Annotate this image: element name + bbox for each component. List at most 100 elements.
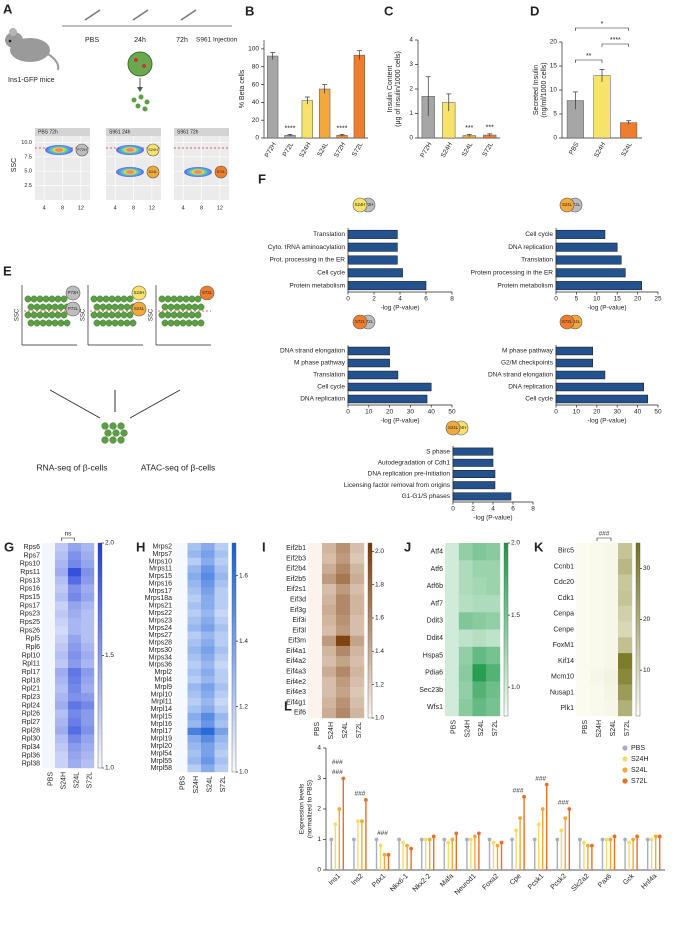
- heatmap-cell: [458, 594, 473, 613]
- heatmap-cell: [42, 568, 56, 577]
- colorbar-step: [368, 613, 372, 618]
- axis-label: Secreted Insulin: [533, 65, 540, 115]
- row-label: Eif4a3: [286, 669, 306, 676]
- heatmap-cell: [576, 684, 591, 701]
- heatmap-cell: [214, 668, 229, 677]
- dot: [567, 807, 572, 811]
- x-tick-label: Slc2a2: [571, 873, 591, 893]
- heatmap-cell: [576, 558, 591, 575]
- heatmap-cell: [187, 764, 202, 773]
- heatmap-cell: [201, 735, 215, 743]
- heatmap-cell: [187, 757, 202, 765]
- y-tick-label: 10: [550, 87, 558, 94]
- colorbar-step: [232, 571, 236, 578]
- x-tick-label: 8: [61, 205, 64, 211]
- colorbar-step: [636, 685, 640, 691]
- row-label: Eif2b3: [286, 555, 306, 562]
- heatmap-cell: [214, 727, 229, 736]
- row-label: Rpl38: [22, 761, 40, 768]
- heatmap-cell: [81, 626, 95, 635]
- flow-density: [126, 148, 134, 152]
- panel-letter: C: [384, 3, 394, 18]
- heatmap-cell: [576, 543, 591, 559]
- cell-drawing: [114, 295, 122, 303]
- colorbar-step: [504, 672, 508, 678]
- column-label: S24H: [328, 722, 335, 740]
- colorbar-step: [368, 608, 372, 614]
- heatmap-cell: [187, 572, 202, 581]
- label: S961 Injection: [196, 37, 238, 44]
- stem: [455, 833, 457, 870]
- heatmap-cell: [201, 653, 215, 662]
- heatmap-cell: [187, 705, 202, 714]
- heatmap-cell: [68, 659, 82, 669]
- row-label: Mrpl58: [151, 765, 173, 772]
- heatmap-cell: [458, 629, 473, 647]
- x-tick-label: 0: [554, 409, 558, 416]
- x-tick-label: 8: [531, 506, 535, 513]
- colorbar-step: [98, 638, 102, 645]
- row-label: Eif2b1: [286, 545, 306, 552]
- cell-drawing: [111, 319, 119, 327]
- colorbar-step: [636, 698, 640, 704]
- colorbar-step: [368, 713, 372, 719]
- axis-label: -log (P-value): [380, 305, 419, 312]
- heatmap-cell: [187, 646, 202, 655]
- term-label: Protein metabolism: [289, 282, 345, 289]
- row-label: Birc5: [558, 548, 574, 555]
- heatmap-cell: [486, 664, 501, 682]
- colorbar-step: [232, 554, 236, 561]
- colorbar-step: [368, 704, 372, 710]
- dot: [360, 819, 364, 824]
- dot: [397, 837, 401, 842]
- colorbar-step: [368, 652, 372, 658]
- colorbar-step: [98, 649, 102, 656]
- heatmap-cell: [322, 553, 337, 564]
- axis-label: SSC: [81, 308, 87, 321]
- colorbar-step: [504, 681, 508, 687]
- row-label: Mrps22: [149, 610, 172, 617]
- column-label: S72L: [220, 776, 227, 792]
- colorbar-step: [232, 611, 236, 618]
- heatmap-cell: [68, 701, 82, 710]
- x-tick-label: 4: [491, 506, 495, 513]
- stem: [447, 842, 449, 870]
- x-tick-label: 2: [471, 506, 475, 513]
- stem: [546, 784, 548, 870]
- heatmap-cell: [322, 645, 337, 657]
- dot: [563, 816, 568, 821]
- cell-drawing: [39, 319, 47, 327]
- cell-drawing: [93, 303, 101, 311]
- legend-swatch: [622, 767, 628, 773]
- heatmap-cell: [174, 572, 188, 581]
- heatmap-cell: [187, 727, 202, 736]
- row-label: Rpl27: [22, 719, 40, 726]
- colorbar-step: [232, 560, 236, 567]
- row-label: Rpl11: [22, 661, 40, 668]
- colorbar-step: [98, 604, 102, 611]
- stem: [515, 830, 517, 870]
- colorbar-tick-label: 1.6: [375, 615, 384, 622]
- row-label: Ddit4: [427, 635, 443, 642]
- colorbar-step: [232, 623, 236, 630]
- heatmap-cell: [55, 693, 69, 702]
- heatmap-cell: [42, 601, 56, 610]
- colorbar-step: [232, 714, 236, 721]
- colorbar-step: [232, 663, 236, 670]
- colorbar-step: [504, 577, 508, 583]
- colorbar-step: [636, 573, 640, 578]
- heatmap-cell: [42, 626, 56, 635]
- dot: [337, 807, 342, 811]
- group-icon: [75, 143, 89, 157]
- dot: [649, 837, 654, 842]
- heatmap-cell: [174, 712, 188, 721]
- heatmap-cell: [42, 659, 56, 669]
- colorbar-tick-label: 2.0: [375, 548, 384, 555]
- colorbar-step: [636, 594, 640, 600]
- heatmap-cell: [187, 668, 202, 677]
- row-label: Kif14: [558, 658, 574, 665]
- heatmap-cell: [201, 675, 215, 684]
- heatmap-cell: [68, 734, 82, 744]
- panel-letter: G: [4, 539, 14, 554]
- bar: [593, 75, 611, 139]
